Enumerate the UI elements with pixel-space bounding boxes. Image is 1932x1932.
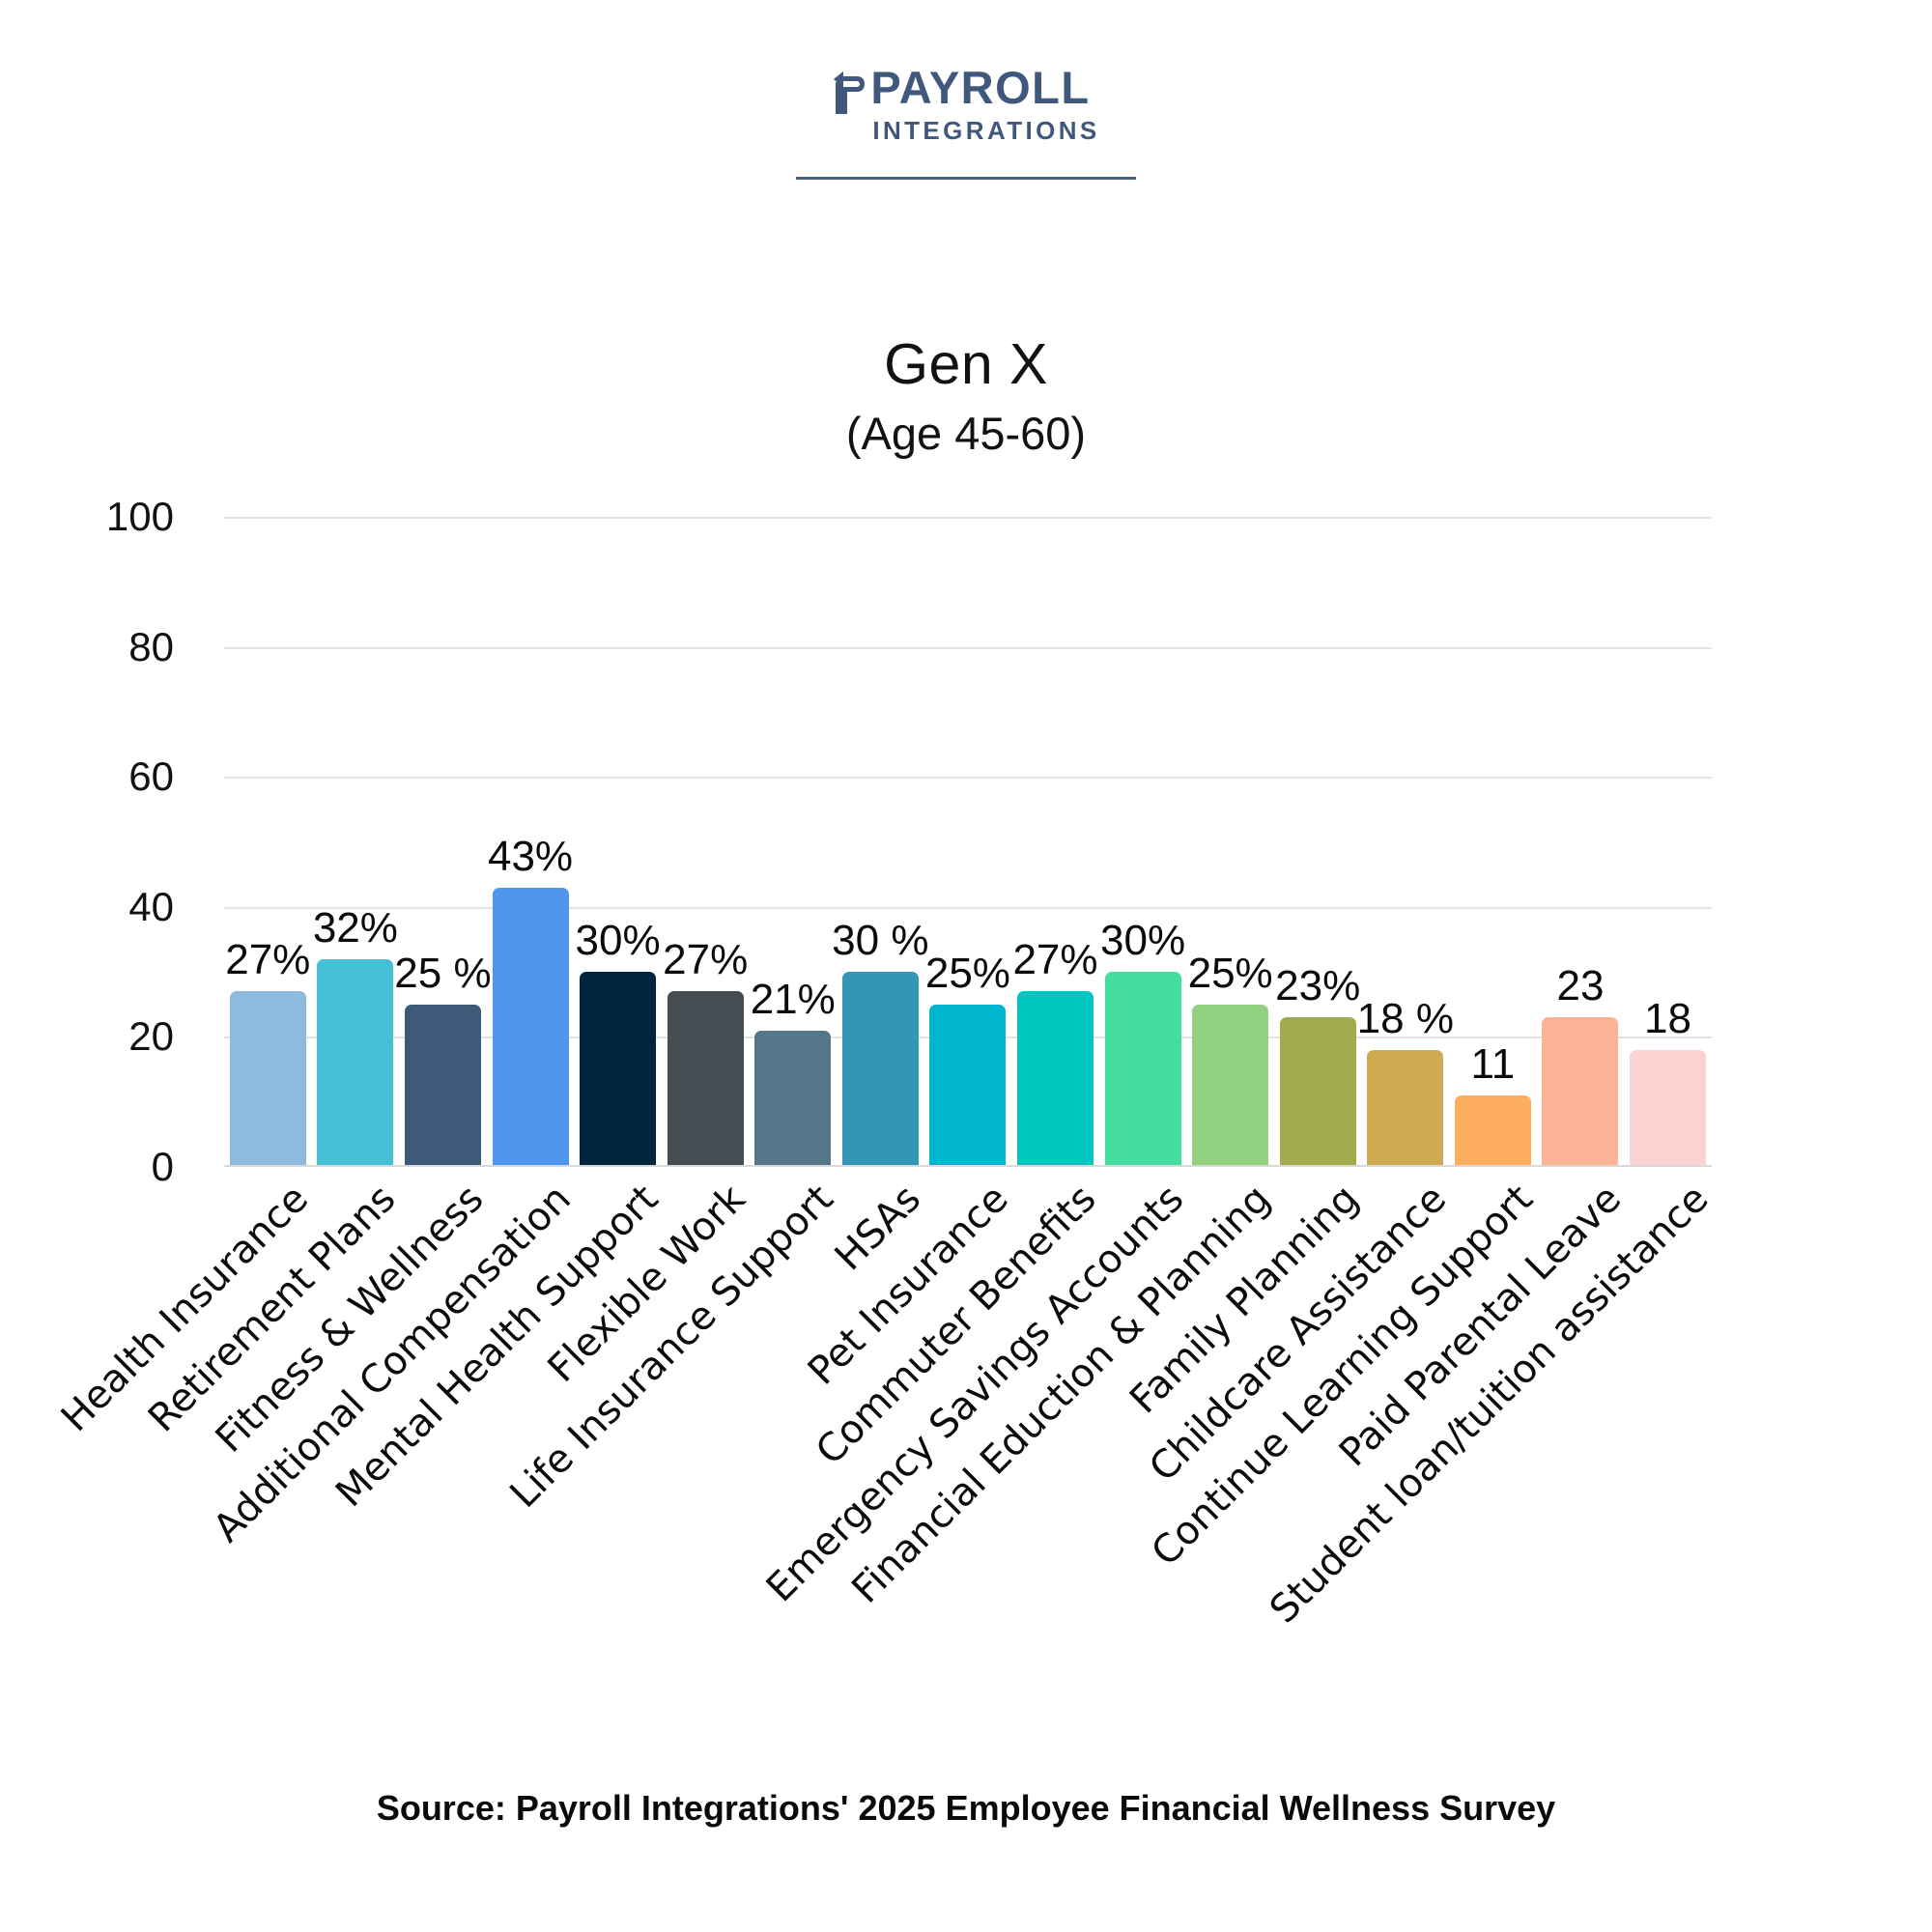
bar-slot[interactable]: 30% <box>1099 517 1187 1167</box>
logo-sub-text: INTEGRATIONS <box>872 116 1100 146</box>
bar-value-label: 23 <box>1556 962 1605 1010</box>
bar-slot[interactable]: 18 % <box>1357 517 1454 1167</box>
y-axis-tick-label: 40 <box>128 883 174 929</box>
x-axis-line <box>224 1165 1712 1167</box>
bar[interactable] <box>929 1004 1007 1167</box>
bar[interactable] <box>317 958 394 1167</box>
bar[interactable] <box>841 972 919 1167</box>
plot-area: 27% 32% 25 % 43% 30% 27% 21% 30 % 25% 27% 30% 25% 23… <box>224 517 1712 1167</box>
y-axis-tick-label: 60 <box>128 753 174 800</box>
gridline <box>224 777 1712 780</box>
gridline <box>224 517 1712 519</box>
y-axis-tick-label: 80 <box>128 623 174 669</box>
bar-value-label: 27% <box>225 936 311 984</box>
page-subtitle: (Age 45-60) <box>845 408 1087 459</box>
bar-slot[interactable]: 32% <box>312 517 400 1167</box>
bar-value-label: 30 % <box>832 917 929 965</box>
bar-slot[interactable]: 30% <box>574 517 662 1167</box>
bar[interactable] <box>1104 972 1181 1167</box>
bar[interactable] <box>1367 1049 1444 1167</box>
bar-value-label: 25% <box>1187 949 1273 997</box>
bar-value-label: 21% <box>750 975 836 1023</box>
bar[interactable] <box>667 991 744 1167</box>
bar[interactable] <box>1454 1094 1531 1167</box>
bar[interactable] <box>1016 991 1094 1167</box>
logo-wordmark: PAYROLL INTEGRATIONS <box>832 62 1100 146</box>
bar-slot[interactable]: 23% <box>1274 517 1362 1167</box>
bar-value-label: 43% <box>487 832 574 880</box>
bar[interactable] <box>492 887 569 1167</box>
bar-value-label: 18 <box>1644 994 1692 1042</box>
y-axis-tick-label: 0 <box>151 1144 174 1189</box>
bar-slot[interactable]: 23 <box>1537 517 1625 1167</box>
bar-value-label: 27% <box>1012 936 1098 984</box>
gridline <box>224 646 1712 649</box>
logo-divider <box>796 177 1136 181</box>
bar[interactable] <box>1630 1049 1707 1167</box>
brand-logo: PAYROLL INTEGRATIONS <box>0 62 1932 181</box>
bar[interactable] <box>1279 1017 1356 1167</box>
bar-slot[interactable]: 25% <box>924 517 1012 1167</box>
bar-slot[interactable]: 43% <box>487 517 575 1167</box>
bar-slot[interactable]: 25 % <box>394 517 492 1167</box>
bar-slot[interactable]: 11 <box>1449 517 1537 1167</box>
bar-value-label: 27% <box>663 936 749 984</box>
bar-value-label: 18 % <box>1356 994 1454 1042</box>
source-note: Source: Payroll Integrations' 2025 Emplo… <box>376 1788 1556 1828</box>
bar-value-label: 11 <box>1470 1039 1516 1088</box>
bar-slot[interactable]: 27% <box>1011 517 1099 1167</box>
bar[interactable] <box>580 972 657 1167</box>
y-axis-labels: 0 20 40 60 80 100 <box>0 494 224 1189</box>
bar-series: 27% 32% 25 % 43% 30% 27% 21% 30 % 25% 27% 30% 25% 23… <box>224 517 1712 1167</box>
gridline <box>224 906 1712 909</box>
bar-value-label: 25% <box>924 949 1010 997</box>
bar-value-label: 30% <box>575 917 661 965</box>
bar[interactable] <box>754 1030 832 1167</box>
bar-value-label: 23% <box>1275 962 1361 1010</box>
bar[interactable] <box>1542 1017 1619 1167</box>
bar[interactable] <box>229 991 306 1167</box>
payroll-arrow-icon <box>832 70 866 114</box>
bar-value-label: 32% <box>312 903 398 952</box>
bar[interactable] <box>1192 1004 1269 1167</box>
logo-text-group: PAYROLL INTEGRATIONS <box>870 62 1100 146</box>
x-axis-labels: Health Insurance Retirement Plans Fitness … <box>53 1167 1718 1747</box>
bar-slot[interactable]: 30 % <box>832 517 928 1167</box>
bar-value-label: 30% <box>1100 917 1186 965</box>
bar-slot[interactable]: 25% <box>1186 517 1274 1167</box>
y-axis-tick-label: 20 <box>128 1013 174 1060</box>
bar-value-label: 25 % <box>394 949 492 997</box>
bar[interactable] <box>404 1004 481 1167</box>
logo-main-text: PAYROLL <box>870 62 1091 113</box>
y-axis-tick-label: 100 <box>105 494 174 539</box>
page-title: Gen X <box>884 332 1048 396</box>
bar-slot[interactable]: 27% <box>224 517 312 1167</box>
bar-slot[interactable]: 18 <box>1624 517 1712 1167</box>
bar-slot[interactable]: 27% <box>662 517 750 1167</box>
bar-slot[interactable]: 21% <box>749 517 837 1167</box>
